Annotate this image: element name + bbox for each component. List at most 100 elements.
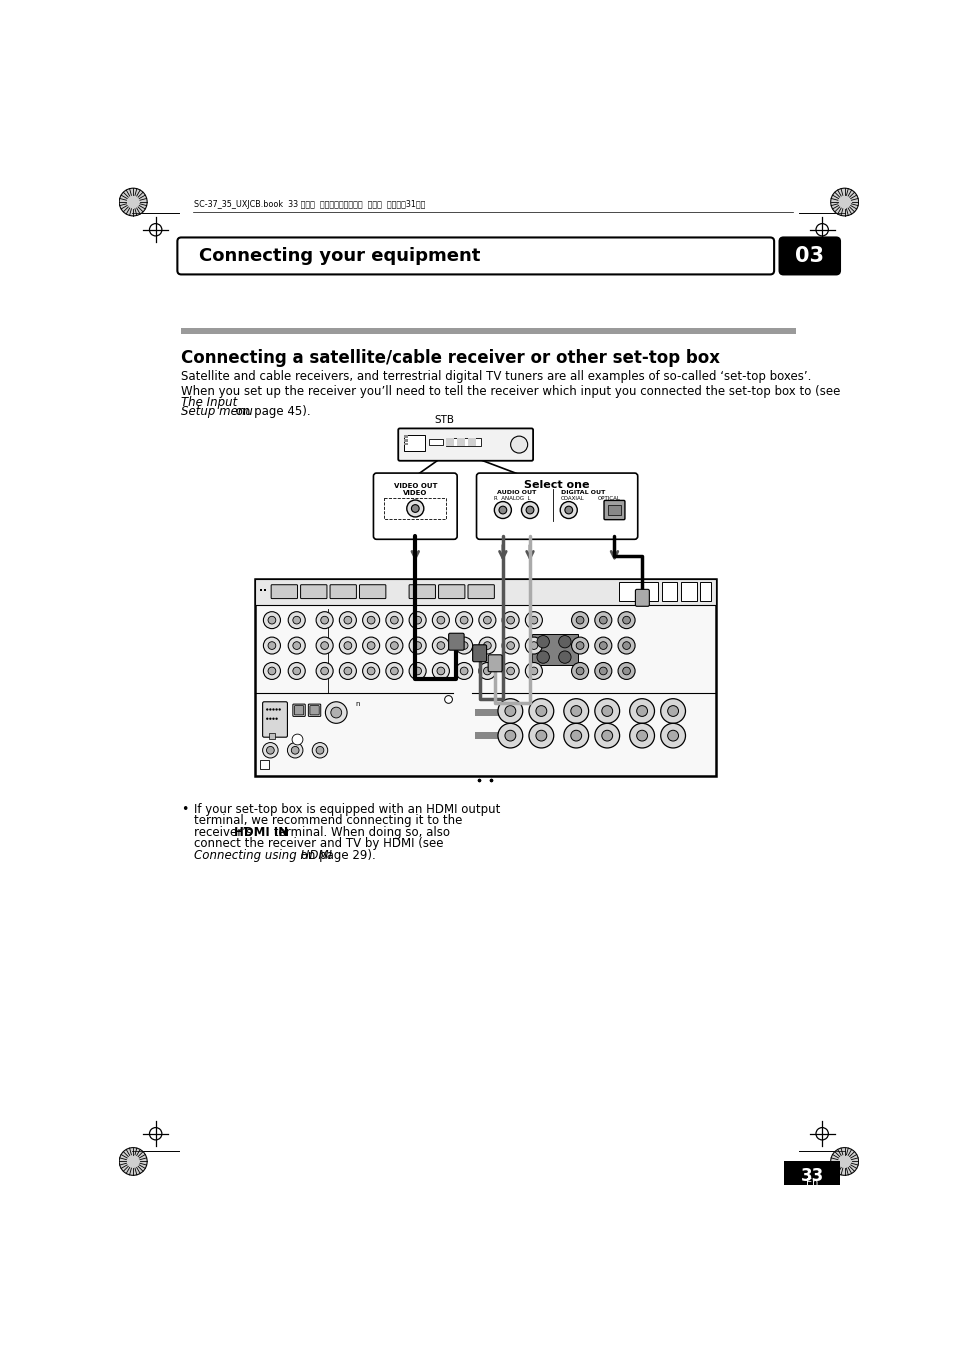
Circle shape	[594, 637, 611, 653]
Bar	[259, 589, 261, 591]
Circle shape	[564, 506, 572, 514]
Circle shape	[576, 667, 583, 675]
Circle shape	[558, 636, 571, 648]
Bar	[403, 443, 407, 446]
Circle shape	[571, 637, 588, 653]
FancyBboxPatch shape	[397, 428, 533, 460]
Circle shape	[530, 617, 537, 624]
Circle shape	[667, 706, 678, 717]
Circle shape	[436, 641, 444, 649]
Text: The Input: The Input	[181, 396, 237, 409]
Text: SC-37_35_UXJCB.book  33 ページ  ２０１０年３月９日  火曜日  午前９時31２分: SC-37_35_UXJCB.book 33 ページ ２０１０年３月９日 火曜日…	[194, 200, 425, 209]
Circle shape	[292, 734, 303, 745]
Circle shape	[266, 747, 274, 755]
Circle shape	[478, 663, 496, 679]
FancyBboxPatch shape	[294, 706, 303, 716]
Circle shape	[414, 667, 421, 675]
Circle shape	[636, 730, 647, 741]
Bar	[181, 328, 795, 335]
Circle shape	[530, 667, 537, 675]
Circle shape	[506, 641, 514, 649]
Text: R  ANALOG  L: R ANALOG L	[493, 497, 530, 501]
Circle shape	[406, 500, 423, 517]
Circle shape	[497, 699, 522, 724]
Circle shape	[456, 612, 472, 629]
Circle shape	[563, 724, 588, 748]
Circle shape	[504, 706, 516, 717]
Circle shape	[385, 612, 402, 629]
Circle shape	[530, 641, 537, 649]
Circle shape	[320, 667, 328, 675]
Circle shape	[287, 743, 303, 757]
Text: If your set-top box is equipped with an HDMI output: If your set-top box is equipped with an …	[194, 803, 500, 815]
Text: Connecting a satellite/cable receiver or other set-top box: Connecting a satellite/cable receiver or…	[181, 350, 720, 367]
Text: HDMI IN: HDMI IN	[233, 826, 288, 838]
Circle shape	[629, 699, 654, 724]
Circle shape	[498, 506, 506, 514]
Text: When you set up the receiver you’ll need to tell the receiver which input you co: When you set up the receiver you’ll need…	[181, 385, 840, 398]
Circle shape	[385, 637, 402, 653]
Circle shape	[331, 707, 341, 718]
Bar	[468, 439, 476, 446]
Circle shape	[409, 637, 426, 653]
Circle shape	[459, 617, 468, 624]
Circle shape	[501, 637, 518, 653]
Circle shape	[660, 724, 685, 748]
Circle shape	[483, 641, 491, 649]
Circle shape	[414, 617, 421, 624]
Polygon shape	[830, 188, 858, 216]
Circle shape	[571, 663, 588, 679]
Circle shape	[622, 641, 630, 649]
FancyBboxPatch shape	[438, 585, 464, 598]
Circle shape	[444, 695, 452, 703]
Bar	[446, 439, 480, 446]
Circle shape	[432, 637, 449, 653]
Bar	[456, 439, 464, 446]
Circle shape	[266, 709, 268, 710]
Circle shape	[367, 641, 375, 649]
Text: on page 29).: on page 29).	[297, 849, 375, 861]
Circle shape	[315, 663, 333, 679]
Text: connect the receiver and TV by HDMI (see: connect the receiver and TV by HDMI (see	[194, 837, 443, 850]
Circle shape	[598, 617, 606, 624]
Text: Setup menu: Setup menu	[181, 405, 253, 418]
Bar	[475, 709, 516, 716]
Circle shape	[390, 641, 397, 649]
FancyBboxPatch shape	[262, 702, 287, 737]
Circle shape	[411, 505, 418, 513]
Circle shape	[291, 747, 298, 755]
Text: 03: 03	[795, 246, 823, 266]
Circle shape	[320, 641, 328, 649]
Circle shape	[409, 612, 426, 629]
FancyBboxPatch shape	[308, 705, 320, 717]
Polygon shape	[119, 188, 147, 216]
Circle shape	[576, 617, 583, 624]
Circle shape	[315, 612, 333, 629]
Circle shape	[263, 637, 280, 653]
Circle shape	[436, 617, 444, 624]
Circle shape	[414, 641, 421, 649]
Circle shape	[570, 706, 581, 717]
FancyBboxPatch shape	[603, 501, 624, 520]
Text: VIDEO: VIDEO	[403, 490, 427, 495]
Text: En: En	[805, 1177, 818, 1188]
Circle shape	[325, 702, 347, 724]
Circle shape	[459, 641, 468, 649]
Polygon shape	[830, 1148, 858, 1176]
Circle shape	[268, 641, 275, 649]
Circle shape	[272, 709, 274, 710]
Bar	[680, 582, 696, 601]
Circle shape	[667, 730, 678, 741]
Circle shape	[275, 718, 277, 720]
Circle shape	[636, 706, 647, 717]
FancyBboxPatch shape	[177, 238, 773, 274]
Circle shape	[506, 617, 514, 624]
Bar	[403, 435, 407, 437]
Circle shape	[618, 663, 635, 679]
Circle shape	[536, 706, 546, 717]
Circle shape	[601, 706, 612, 717]
Text: Connecting your equipment: Connecting your equipment	[199, 247, 480, 265]
Circle shape	[268, 617, 275, 624]
Circle shape	[436, 667, 444, 675]
Circle shape	[266, 718, 268, 720]
